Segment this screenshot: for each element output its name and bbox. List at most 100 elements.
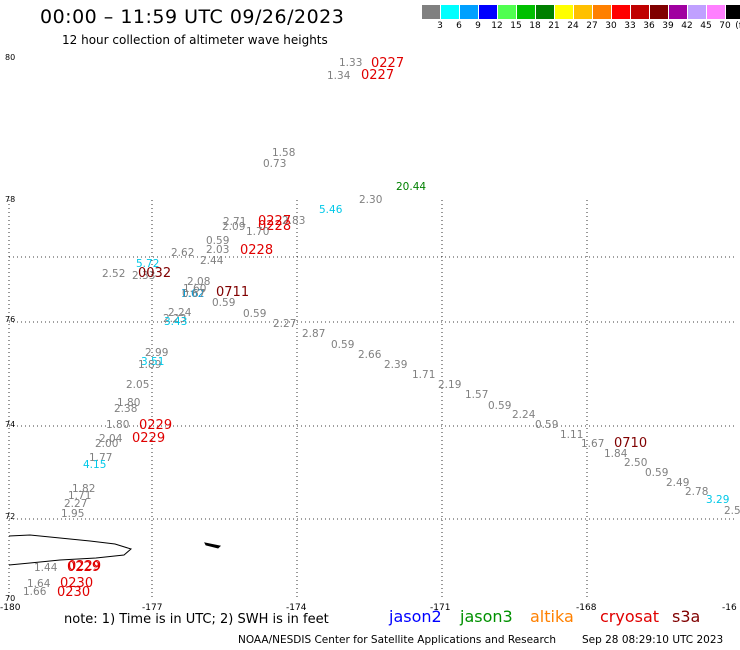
legend-swatch — [422, 5, 441, 19]
legend-label: 39 — [662, 21, 674, 31]
wave-height-label: 1.80 — [106, 419, 129, 431]
wave-height-label: 2.50 — [624, 457, 647, 469]
wave-height-label: 1.60 — [183, 283, 206, 295]
wave-height-label: 2.83 — [282, 215, 305, 227]
wave-height-label: 1.11 — [560, 429, 583, 441]
legend-swatch — [726, 5, 740, 19]
wave-height-label: 1.84 — [604, 448, 628, 460]
legend-swatch — [460, 5, 479, 19]
legend-swatch — [536, 5, 555, 19]
legend-label: 12 — [491, 21, 503, 31]
wave-height-label: 2.05 — [126, 379, 149, 391]
wave-height-label: 2.33 — [132, 270, 155, 282]
latitude-label: 76 — [5, 315, 15, 324]
legend-label: 30 — [605, 21, 617, 31]
longitude-label: -174 — [286, 603, 307, 613]
wave-height-label: 4.15 — [83, 459, 106, 471]
coastline — [8, 534, 222, 566]
wave-height-label: 2.52 — [102, 268, 125, 280]
wave-height-label: 3.51 — [141, 356, 164, 368]
pass-time-label: 0032 — [138, 266, 171, 281]
wave-height-label: 2.87 — [302, 328, 325, 340]
latitude-label: 78 — [5, 195, 15, 204]
wave-height-label: 2.78 — [685, 486, 708, 498]
wave-height-label: 2.44 — [200, 255, 224, 267]
satellite-legend-item: altika — [530, 607, 574, 626]
latitude-labels: 80 78 76 74 72 70 — [5, 53, 15, 603]
pass-time-label: 0230 — [57, 585, 90, 600]
wave-height-label: 2.27 — [64, 498, 87, 510]
wave-height-label: 20.44 — [396, 181, 426, 193]
wave-height-label: 1.58 — [272, 147, 295, 159]
wave-height-label: 1.44 — [34, 562, 58, 574]
wave-height-label: 1.95 — [61, 508, 84, 520]
color-scale-legend — [422, 5, 740, 19]
pass-time-label: 0230 — [60, 576, 93, 591]
wave-height-label: 2.04 — [99, 433, 123, 445]
legend-label: 27 — [586, 21, 598, 31]
wave-height-label: 1.89 — [138, 359, 161, 371]
legend-label: 3 — [437, 21, 443, 31]
legend-label: 33 — [624, 21, 636, 31]
wave-height-label: 0.73 — [263, 158, 286, 170]
legend-label: 9 — [475, 21, 481, 31]
wave-height-label: 0.59 — [243, 308, 266, 320]
wave-height-label: 0.59 — [331, 339, 354, 351]
longitude-label: -168 — [576, 603, 597, 613]
legend-label: 36 — [643, 21, 655, 31]
latitude-label: 74 — [5, 420, 15, 429]
legend-swatch — [574, 5, 593, 19]
pass-time-label: 0228 — [240, 243, 273, 258]
wave-height-label: 1.64 — [27, 578, 51, 590]
wave-height-label: 5.72 — [136, 258, 159, 270]
lat-lon-grid — [8, 200, 735, 600]
legend-swatch — [688, 5, 707, 19]
legend-swatch — [517, 5, 536, 19]
wave-height-label: 2.39 — [384, 359, 407, 371]
wave-height-label: 1.66 — [23, 586, 47, 598]
longitude-label: -177 — [142, 603, 162, 613]
legend-swatch — [441, 5, 460, 19]
legend-label: 15 — [510, 21, 522, 31]
map-title: 00:00 – 11:59 UTC 09/26/2023 — [40, 6, 345, 28]
wave-height-label: 2.5 — [724, 505, 740, 517]
legend-label: (ft) — [735, 21, 740, 31]
wave-height-label: 2.71 — [223, 216, 246, 228]
wave-height-label: 2.27 — [273, 318, 296, 330]
legend-label: 6 — [456, 21, 462, 31]
wave-height-label: 2.03 — [206, 244, 229, 256]
pass-time-label: 0711 — [216, 285, 249, 300]
wave-height-label: 2.08 — [187, 276, 210, 288]
pass-time-label: 0227 — [371, 56, 404, 71]
wave-height-label: 2.99 — [145, 347, 168, 359]
wave-height-label: 2.49 — [666, 477, 689, 489]
wave-height-label: 2.62 — [171, 247, 194, 259]
wave-height-label: 0.67 — [182, 288, 205, 300]
wave-height-label: 2.30 — [359, 194, 382, 206]
longitude-label: -171 — [430, 603, 450, 613]
wave-height-label: 1.82 — [72, 483, 95, 495]
wave-height-label: 1.67 — [581, 438, 604, 450]
pass-time-label: 0229 — [139, 418, 172, 433]
pass-time-label: 0229 — [132, 431, 165, 446]
island-coastline — [8, 534, 133, 566]
small-island — [204, 542, 222, 549]
legend-label: 45 — [700, 21, 712, 31]
longitude-labels: -180 -177 -174 -171 -168 -16 — [0, 603, 737, 613]
wave-height-label: 0.59 — [645, 467, 668, 479]
legend-swatch — [650, 5, 669, 19]
legend-label: 42 — [681, 21, 693, 31]
map-subtitle: 12 hour collection of altimeter wave hei… — [62, 33, 328, 47]
legend-swatch — [555, 5, 574, 19]
wave-height-label: 0.59 — [206, 235, 229, 247]
wave-height-label: 1.57 — [465, 389, 488, 401]
legend-swatch — [479, 5, 498, 19]
footnote: note: 1) Time is in UTC; 2) SWH is in fe… — [64, 612, 329, 627]
pass-time-label: 0229 — [67, 560, 100, 575]
legend-swatch — [498, 5, 517, 19]
wave-height-label: 1.77 — [89, 452, 112, 464]
legend-swatch — [593, 5, 612, 19]
wave-height-label: 2.24 — [512, 409, 536, 421]
pass-time-label: 0227 — [258, 214, 291, 229]
